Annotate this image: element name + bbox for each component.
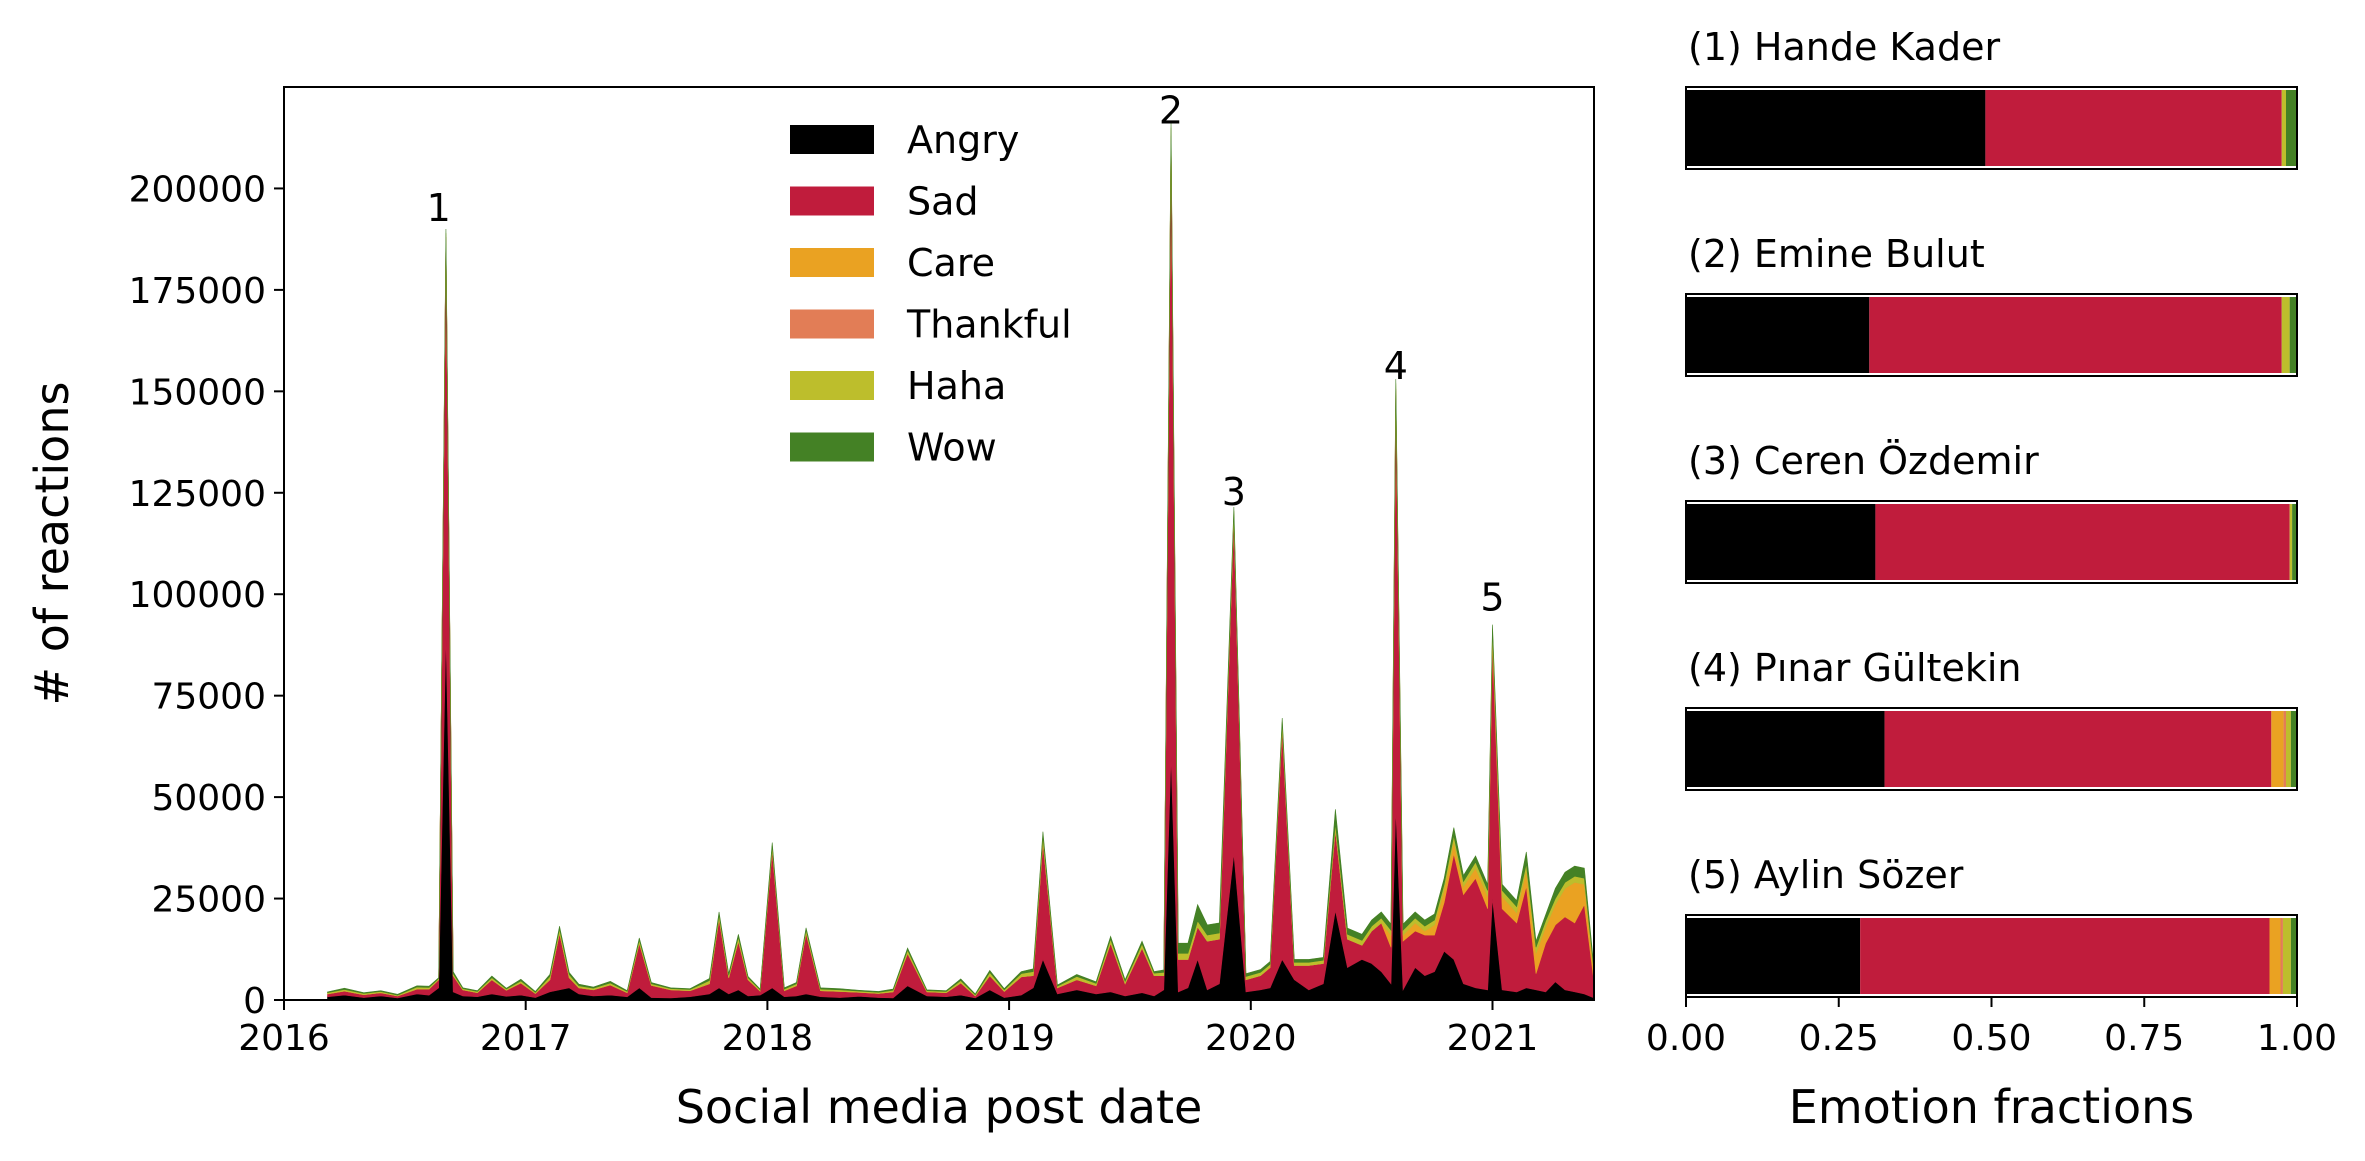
y-axis-title: # of reactions xyxy=(25,382,79,706)
fraction-bar-angry xyxy=(1686,711,1885,787)
fraction-bar-haha xyxy=(2282,918,2291,994)
panel-frame xyxy=(1685,86,2298,170)
fraction-bar-wow xyxy=(2289,297,2297,373)
fraction-bar-wow xyxy=(2290,711,2297,787)
panel-title: (5) Aylin Sözer xyxy=(1688,853,1964,897)
legend-label-sad: Sad xyxy=(907,180,979,224)
y-tick-label: 0 xyxy=(243,981,266,1022)
fraction-x-tick-label: 0.75 xyxy=(2104,1018,2184,1059)
fraction-bar-sad xyxy=(1985,90,2282,166)
legend-swatch-angry xyxy=(790,125,874,154)
x-tick-label: 2017 xyxy=(480,1018,572,1059)
fraction-x-tick-label: 0.00 xyxy=(1646,1018,1726,1059)
fraction-bar-haha xyxy=(2289,504,2293,580)
fraction-bar-haha xyxy=(2281,297,2290,373)
x-tick-label: 2021 xyxy=(1447,1018,1539,1059)
fraction-x-tick-label: 0.50 xyxy=(1951,1018,2031,1059)
fraction-bar-sad xyxy=(1884,711,2272,787)
emotion-fraction-panels: (1) Hande Kader (2) Emine Bulut (3) Ceren … xyxy=(1646,25,2337,1134)
panel-title: (3) Ceren Özdemir xyxy=(1688,439,2039,483)
fraction-bar-thankful xyxy=(2280,918,2283,994)
panel-3: (3) Ceren Özdemir xyxy=(1685,439,2298,584)
legend-label-thankful: Thankful xyxy=(906,303,1072,347)
panel-2: (2) Emine Bulut xyxy=(1685,232,2298,377)
panel-title: (4) Pınar Gültekin xyxy=(1688,646,2021,690)
legend-label-haha: Haha xyxy=(907,364,1006,408)
fraction-x-axis-title: Emotion fractions xyxy=(1789,1080,2194,1134)
legend-swatch-thankful xyxy=(790,309,874,339)
peak-annotation-4: 4 xyxy=(1384,344,1408,388)
panel-frame xyxy=(1685,707,2298,791)
x-tick-label: 2020 xyxy=(1205,1018,1297,1059)
peak-annotation-2: 2 xyxy=(1159,89,1183,133)
fraction-bar-thankful xyxy=(2283,711,2287,787)
panel-5: (5) Aylin Sözer xyxy=(1685,853,2298,998)
fraction-bar-haha xyxy=(2286,711,2291,787)
legend: Angry Sad Care Thankful Haha Wow xyxy=(790,118,1072,470)
fraction-bar-sad xyxy=(1875,504,2290,580)
legend-swatch-care xyxy=(790,248,874,277)
fraction-x-tick-label: 1.00 xyxy=(2257,1018,2337,1059)
fraction-bar-sad xyxy=(1860,918,2270,994)
panel-frame xyxy=(1685,293,2298,377)
panel-4: (4) Pınar Gültekin xyxy=(1685,646,2298,791)
peak-annotation-5: 5 xyxy=(1480,575,1504,619)
fraction-x-tick-label: 0.25 xyxy=(1799,1018,1879,1059)
x-axis-title: Social media post date xyxy=(676,1080,1203,1134)
fraction-bar-angry xyxy=(1686,90,1986,166)
fraction-bar-wow xyxy=(2290,918,2297,994)
timeline-chart: 2016 2017 2018 2019 2020 2021 0 25000 50000 75000… xyxy=(25,86,1595,1134)
fraction-bar-care xyxy=(2269,918,2281,994)
y-tick-label: 150000 xyxy=(129,372,266,413)
plot-frame xyxy=(283,86,1595,1001)
panel-frame xyxy=(1685,500,2298,584)
fraction-bar-sad xyxy=(1869,297,2282,373)
y-tick-label: 50000 xyxy=(151,778,266,819)
panel-1: (1) Hande Kader xyxy=(1685,25,2298,170)
fraction-bar-wow xyxy=(2292,504,2297,580)
y-tick-label: 175000 xyxy=(129,271,266,312)
peak-annotation-1: 1 xyxy=(427,186,451,230)
fraction-bar-angry xyxy=(1686,297,1870,373)
panel-title: (1) Hande Kader xyxy=(1688,25,2000,69)
legend-label-angry: Angry xyxy=(907,118,1019,162)
legend-label-wow: Wow xyxy=(907,426,997,470)
legend-swatch-sad xyxy=(790,186,874,216)
fraction-bar-angry xyxy=(1686,918,1861,994)
legend-swatch-wow xyxy=(790,432,874,462)
x-tick-label: 2019 xyxy=(963,1018,1055,1059)
y-tick-label: 100000 xyxy=(129,575,266,616)
legend-swatch-haha xyxy=(790,371,874,400)
fraction-bar-haha xyxy=(2281,90,2287,166)
y-tick-label: 25000 xyxy=(151,880,266,921)
panel-title: (2) Emine Bulut xyxy=(1688,232,1985,276)
legend-label-care: Care xyxy=(907,241,995,285)
y-tick-label: 125000 xyxy=(129,474,266,515)
y-tick-label: 75000 xyxy=(151,677,266,718)
y-tick-label: 200000 xyxy=(129,169,266,210)
fraction-bar-wow xyxy=(2286,90,2297,166)
x-tick-label: 2018 xyxy=(722,1018,814,1059)
x-tick-label: 2016 xyxy=(238,1018,330,1059)
peak-annotation-3: 3 xyxy=(1222,470,1246,514)
fraction-bar-angry xyxy=(1686,504,1876,580)
fraction-bar-care xyxy=(2271,711,2284,787)
